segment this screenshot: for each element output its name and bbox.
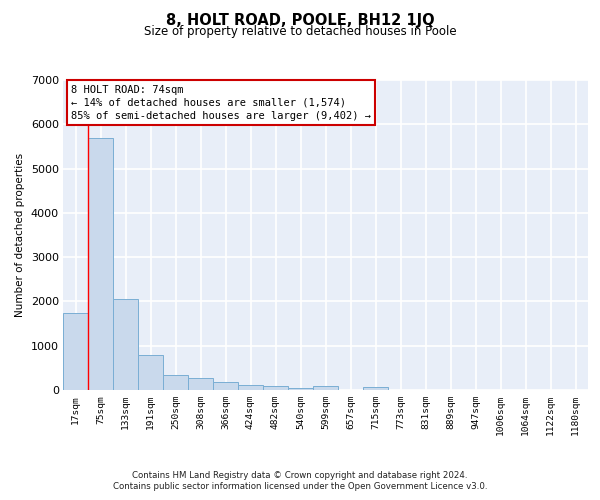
Bar bbox=[313, 386, 338, 390]
Bar bbox=[263, 386, 288, 390]
Text: Size of property relative to detached houses in Poole: Size of property relative to detached ho… bbox=[143, 25, 457, 38]
Bar bbox=[363, 388, 388, 390]
Bar bbox=[163, 374, 188, 390]
Bar bbox=[238, 384, 263, 390]
Text: Contains public sector information licensed under the Open Government Licence v3: Contains public sector information licen… bbox=[113, 482, 487, 491]
Text: 8 HOLT ROAD: 74sqm
← 14% of detached houses are smaller (1,574)
85% of semi-deta: 8 HOLT ROAD: 74sqm ← 14% of detached hou… bbox=[71, 84, 371, 121]
Bar bbox=[138, 354, 163, 390]
Bar bbox=[188, 378, 213, 390]
Bar bbox=[63, 312, 88, 390]
Bar bbox=[213, 382, 238, 390]
Bar bbox=[288, 388, 313, 390]
Bar bbox=[113, 299, 138, 390]
Y-axis label: Number of detached properties: Number of detached properties bbox=[15, 153, 25, 317]
Bar bbox=[88, 138, 113, 390]
Text: 8, HOLT ROAD, POOLE, BH12 1JQ: 8, HOLT ROAD, POOLE, BH12 1JQ bbox=[166, 12, 434, 28]
Text: Contains HM Land Registry data © Crown copyright and database right 2024.: Contains HM Land Registry data © Crown c… bbox=[132, 471, 468, 480]
